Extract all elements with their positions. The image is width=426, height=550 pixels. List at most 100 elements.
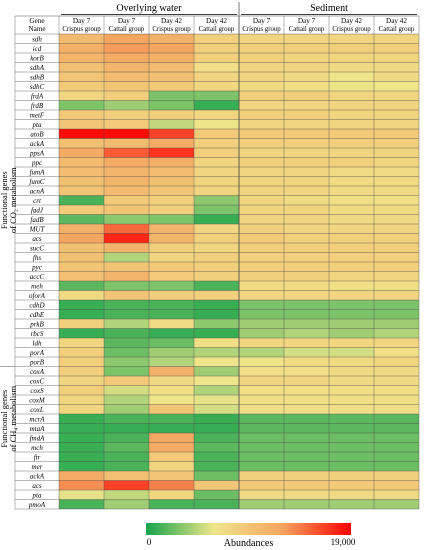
heatmap-cell-7-0 [59, 100, 104, 110]
heatmap-cell-33-2 [149, 347, 194, 357]
heatmap-cell-47-2 [149, 480, 194, 490]
heatmap-cell-38-5 [284, 395, 329, 405]
heatmap-cell-14-4 [239, 167, 284, 177]
heatmap-cell-2-6 [329, 53, 374, 63]
heatmap-cell-26-1 [104, 281, 149, 291]
heatmap-cell-23-2 [149, 252, 194, 262]
heatmap-cell-17-0 [59, 195, 104, 205]
heatmap-cell-30-4 [239, 319, 284, 329]
grid-lines [0, 2, 420, 510]
heatmap-cell-39-5 [284, 404, 329, 414]
column-day-0: Day 7 [73, 17, 91, 25]
heatmap-cell-3-4 [239, 62, 284, 72]
heatmap-cell-7-2 [149, 100, 194, 110]
heatmap-cell-32-3 [194, 338, 239, 348]
column-treatment-2: Crispus group [152, 26, 191, 33]
heatmap-cell-4-7 [374, 72, 419, 82]
heatmap-cell-49-5 [284, 499, 329, 509]
heatmap-cell-25-0 [59, 271, 104, 281]
heatmap-cell-34-4 [239, 357, 284, 367]
gene-label-44: ftr [34, 454, 41, 462]
heatmap-cell-8-4 [239, 110, 284, 120]
heatmap-cell-46-4 [239, 471, 284, 481]
heatmap-cell-8-6 [329, 110, 374, 120]
heatmap-cell-5-1 [104, 81, 149, 91]
heatmap-cell-24-1 [104, 262, 149, 272]
heatmap-cell-18-7 [374, 205, 419, 215]
heatmap-cell-10-5 [284, 129, 329, 139]
heatmap-cell-27-0 [59, 290, 104, 300]
heatmap-cell-19-3 [194, 214, 239, 224]
heatmap-cell-35-2 [149, 366, 194, 376]
heatmap-cell-45-0 [59, 461, 104, 471]
heatmap-cell-27-6 [329, 290, 374, 300]
column-day-7: Day 42 [386, 17, 407, 25]
heatmap-cell-36-7 [374, 376, 419, 386]
heatmap-cell-38-3 [194, 395, 239, 405]
heatmap-cell-42-1 [104, 433, 149, 443]
heatmap-cell-33-1 [104, 347, 149, 357]
gene-label-16: acnA [30, 188, 45, 196]
heatmap-cell-3-7 [374, 62, 419, 72]
heatmap-cell-1-3 [194, 43, 239, 53]
heatmap-cell-12-3 [194, 148, 239, 158]
heatmap-cell-37-3 [194, 385, 239, 395]
heatmap-cell-32-7 [374, 338, 419, 348]
heatmap-cell-30-3 [194, 319, 239, 329]
heatmap-cell-17-6 [329, 195, 374, 205]
gene-label-7: frdB [31, 102, 44, 110]
heatmap-cell-16-0 [59, 186, 104, 196]
heatmap-cell-13-7 [374, 157, 419, 167]
heatmap-cell-28-7 [374, 300, 419, 310]
heatmap-cell-5-4 [239, 81, 284, 91]
heatmap-cell-11-1 [104, 138, 149, 148]
heatmap-cell-4-5 [284, 72, 329, 82]
heatmap-cell-11-6 [329, 138, 374, 148]
heatmap-cell-17-5 [284, 195, 329, 205]
gene-label-11: ackA [30, 140, 45, 148]
heatmap-cell-34-2 [149, 357, 194, 367]
heatmap-cell-44-4 [239, 452, 284, 462]
heatmap-cell-3-1 [104, 62, 149, 72]
heatmap-cell-37-1 [104, 385, 149, 395]
heatmap-cell-49-2 [149, 499, 194, 509]
heatmap-cell-12-0 [59, 148, 104, 158]
heatmap-cell-20-4 [239, 224, 284, 234]
heatmap-cell-2-2 [149, 53, 194, 63]
heatmap-cell-31-3 [194, 328, 239, 338]
heatmap-cell-44-6 [329, 452, 374, 462]
heatmap-cell-7-6 [329, 100, 374, 110]
heatmap-cell-49-1 [104, 499, 149, 509]
heatmap-cell-22-6 [329, 243, 374, 253]
heatmap-cell-17-7 [374, 195, 419, 205]
heatmap-cell-24-6 [329, 262, 374, 272]
heatmap-cell-31-4 [239, 328, 284, 338]
heatmap-cell-36-5 [284, 376, 329, 386]
heatmap-cell-12-7 [374, 148, 419, 158]
heatmap-cell-18-6 [329, 205, 374, 215]
gene-label-2: korB [30, 55, 44, 63]
gene-label-32: ldh [33, 340, 42, 348]
heatmap-cell-46-6 [329, 471, 374, 481]
heatmap-cell-9-4 [239, 119, 284, 129]
section-label-0-line-2: of CO₂ metabolism [8, 167, 18, 233]
heatmap-cell-44-7 [374, 452, 419, 462]
heatmap-cell-35-3 [194, 366, 239, 376]
gene-label-3: sdhA [30, 64, 45, 72]
gene-label-31: rbcS [31, 330, 44, 338]
heatmap-cell-21-3 [194, 233, 239, 243]
heatmap-cell-6-7 [374, 91, 419, 101]
heatmap-cell-15-5 [284, 176, 329, 186]
heatmap-cells [59, 34, 419, 509]
heatmap-cell-40-3 [194, 414, 239, 424]
heatmap-cell-15-3 [194, 176, 239, 186]
heatmap-cell-11-7 [374, 138, 419, 148]
heatmap-cell-6-1 [104, 91, 149, 101]
heatmap-cell-10-6 [329, 129, 374, 139]
heatmap-cell-19-2 [149, 214, 194, 224]
heatmap-cell-44-5 [284, 452, 329, 462]
heatmap-cell-6-6 [329, 91, 374, 101]
heatmap-cell-0-0 [59, 34, 104, 44]
heatmap-cell-32-1 [104, 338, 149, 348]
heatmap-cell-31-2 [149, 328, 194, 338]
